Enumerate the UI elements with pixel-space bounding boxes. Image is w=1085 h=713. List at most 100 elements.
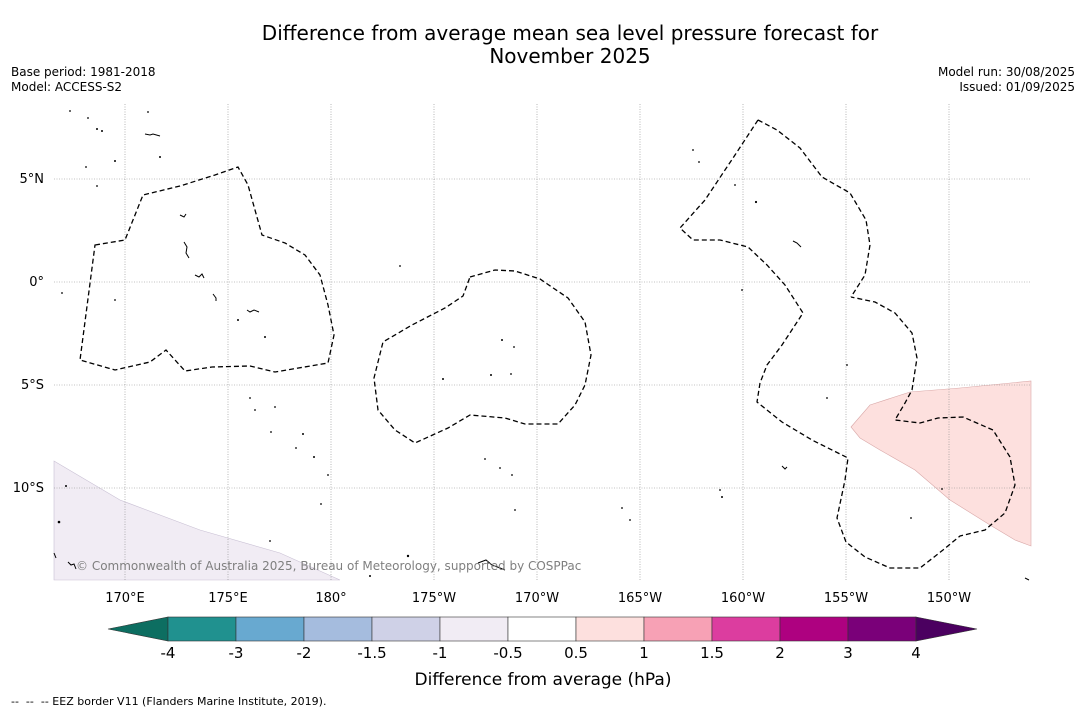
- lon-label: 170°E: [105, 591, 145, 606]
- colorbar-tick: -0.5: [493, 644, 522, 662]
- islet: [295, 447, 297, 449]
- eez-border-east-north: [757, 119, 871, 298]
- islet: [510, 373, 512, 375]
- model-run: Model run: 30/08/2025: [937, 65, 1075, 79]
- islet: [87, 117, 89, 119]
- islet: [237, 319, 239, 321]
- islet: [327, 474, 329, 476]
- meta-right: Model run: 30/08/2025 Issued: 01/09/2025: [938, 65, 1075, 95]
- negative-anomaly-southwest: [53, 460, 341, 581]
- copyright-notice: © Commonwealth of Australia 2025, Bureau…: [76, 559, 581, 573]
- gridlines: [54, 104, 1031, 580]
- islet: [826, 397, 828, 399]
- lat-label: 5°S: [21, 378, 44, 393]
- meta-left: Base period: 1981-2018 Model: ACCESS-S2: [11, 65, 156, 95]
- islet: [754, 200, 758, 204]
- islet: [499, 467, 501, 469]
- positive-anomaly-southeast: [850, 380, 1032, 547]
- islet: [721, 496, 723, 498]
- islet: [65, 485, 67, 487]
- islet: [85, 166, 87, 168]
- islet: [61, 292, 63, 294]
- islet: [313, 456, 315, 458]
- colorbar-tick: 4: [911, 644, 921, 662]
- islet: [369, 575, 371, 577]
- map-area: © Commonwealth of Australia 2025, Bureau…: [53, 104, 1032, 581]
- map-background: [54, 104, 1031, 580]
- colorbar-tick: -1.5: [357, 644, 386, 662]
- title-line-2: November 2025: [489, 44, 651, 68]
- colorbar-tick: 1: [639, 644, 649, 662]
- islet: [692, 149, 694, 151]
- colorbar-bin: [167, 616, 237, 642]
- colorbar-bin: [643, 616, 713, 642]
- lon-label: 180°: [315, 591, 346, 606]
- island: [792, 240, 802, 248]
- islet: [270, 431, 272, 433]
- colorbar: [107, 616, 978, 642]
- colorbar-tick: -1: [433, 644, 448, 662]
- colorbar-bin: [235, 616, 305, 642]
- islet: [249, 397, 251, 399]
- title-line-1: Difference from average mean sea level p…: [261, 21, 879, 45]
- eez-borders: [79, 119, 1016, 569]
- islet: [302, 433, 304, 435]
- lon-label: 175°W: [412, 591, 456, 606]
- colorbar-tick-labels: -4 -3 -2 -1.5 -1 -0.5 0.5 1 1.5 2 3 4: [161, 644, 921, 662]
- islet: [114, 160, 116, 162]
- lon-label: 160°W: [721, 591, 765, 606]
- islets: [57, 110, 943, 577]
- islet: [719, 489, 721, 491]
- lon-label: 175°E: [208, 591, 248, 606]
- islet: [57, 520, 61, 524]
- islet: [399, 265, 401, 267]
- colorbar-tick: 0.5: [564, 644, 588, 662]
- island: [781, 465, 788, 470]
- colorbar-bin: [575, 616, 645, 642]
- colorbar-bin: [439, 616, 509, 642]
- colorbar-bin: [711, 616, 781, 642]
- islet: [264, 336, 266, 338]
- islet: [513, 346, 515, 348]
- islet: [69, 110, 71, 112]
- colorbar-tick: 2: [775, 644, 785, 662]
- islet: [274, 406, 276, 408]
- colorbar-bin: [303, 616, 373, 642]
- island: [1024, 577, 1030, 581]
- island: [179, 213, 187, 218]
- colorbar-bin: [507, 616, 577, 642]
- colorbar-extend-low: [107, 616, 169, 642]
- islet: [96, 185, 98, 187]
- islet: [269, 540, 271, 542]
- colorbar-extend-high: [915, 616, 978, 642]
- islet: [442, 378, 444, 380]
- islet: [320, 503, 322, 505]
- colorbar-bin: [371, 616, 441, 642]
- island: [144, 133, 161, 137]
- lon-label: 155°W: [824, 591, 868, 606]
- lon-label: 165°W: [618, 591, 662, 606]
- eez-border-east-inner: [679, 119, 1016, 569]
- islet: [734, 184, 736, 186]
- island: [53, 552, 57, 559]
- islet: [941, 488, 943, 490]
- island: [194, 273, 205, 279]
- islet: [101, 130, 103, 132]
- base-period: Base period: 1981-2018: [11, 65, 156, 79]
- colorbar-bin: [779, 616, 849, 642]
- islet: [96, 128, 98, 130]
- islet: [147, 111, 149, 113]
- map-title: Difference from average mean sea level p…: [0, 22, 1085, 68]
- islet: [254, 409, 256, 411]
- islet: [406, 554, 410, 558]
- eez-border-west: [79, 166, 335, 373]
- islet: [621, 507, 623, 509]
- islet: [484, 458, 486, 460]
- island: [477, 559, 506, 571]
- latitude-labels: 5°N 0° 5°S 10°S: [13, 172, 44, 496]
- lon-label: 170°W: [515, 591, 559, 606]
- islet: [159, 156, 161, 158]
- islet: [629, 519, 631, 521]
- islet: [114, 299, 116, 301]
